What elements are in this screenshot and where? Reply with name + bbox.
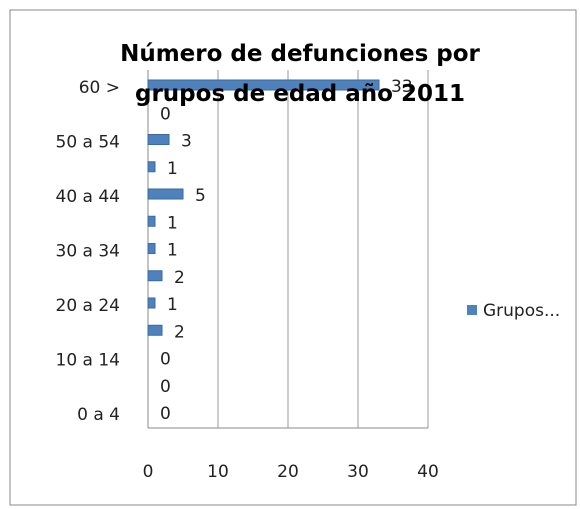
bar	[147, 161, 156, 173]
bar	[147, 188, 184, 200]
y-tick-label: 0 a 4	[77, 405, 120, 425]
bar	[147, 134, 170, 145]
y-tick-label: 20 a 24	[56, 296, 121, 316]
x-tick-label: 10	[207, 462, 229, 482]
data-label: 33	[391, 77, 413, 97]
y-tick-label: 30 a 34	[56, 242, 121, 262]
bar	[147, 324, 163, 336]
data-label: 0	[160, 104, 171, 124]
data-label: 2	[174, 268, 185, 288]
data-label: 0	[160, 377, 171, 397]
y-tick-label: 40 a 44	[56, 187, 121, 207]
data-label: 0	[160, 404, 171, 424]
data-label: 1	[167, 213, 178, 233]
chart-frame	[9, 9, 577, 506]
legend-swatch	[467, 305, 477, 315]
bar	[147, 243, 156, 254]
data-label: 2	[174, 322, 185, 342]
x-tick-label: 20	[277, 462, 299, 482]
bar	[147, 79, 380, 91]
y-tick-label: 60 >	[79, 78, 120, 98]
bar	[147, 270, 163, 282]
bar	[147, 215, 156, 227]
x-tick-label: 30	[347, 462, 369, 482]
data-label: 5	[195, 186, 206, 206]
data-label: 0	[160, 350, 171, 370]
data-label: 3	[181, 132, 192, 152]
bar	[147, 297, 156, 309]
x-tick-label: 40	[417, 462, 439, 482]
data-label: 1	[167, 295, 178, 315]
x-tick-label: 0	[143, 462, 154, 482]
legend-label: Grupos...	[483, 301, 560, 321]
data-label: 1	[167, 159, 178, 179]
data-label: 1	[167, 241, 178, 261]
chart-title: Número de defunciones por grupos de edad…	[120, 41, 480, 107]
y-tick-label: 10 a 14	[56, 351, 121, 371]
y-tick-label: 50 a 54	[56, 133, 121, 153]
